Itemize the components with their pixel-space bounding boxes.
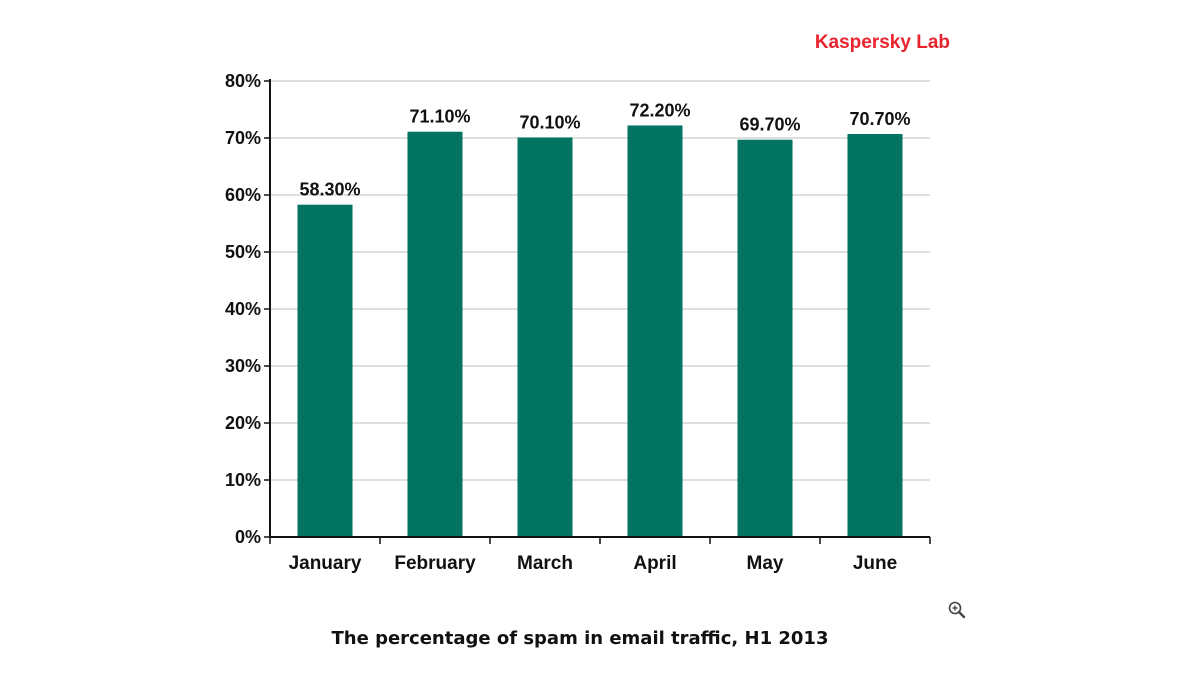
y-tick-label: 40% [225, 299, 261, 319]
y-tick-label: 20% [225, 413, 261, 433]
bar-june [847, 134, 903, 537]
y-tick-label: 50% [225, 242, 261, 262]
y-tick-label: 70% [225, 128, 261, 148]
data-label: 70.10% [519, 112, 580, 132]
bar-january [297, 204, 353, 537]
chart-caption: The percentage of spam in email traffic,… [331, 628, 829, 649]
labels: 0% 10% 20% 30% 40% 50% 60% 70% 80% 58.30% January 7… [225, 71, 911, 574]
bar-may [737, 139, 793, 537]
bar-march [517, 137, 573, 537]
x-tick-label: June [853, 553, 897, 574]
y-tick-label: 0% [235, 527, 261, 547]
y-tick-label: 30% [225, 356, 261, 376]
data-label: 72.20% [629, 100, 690, 120]
axes [264, 79, 931, 544]
x-tick-label: April [633, 553, 676, 574]
y-tick-label: 60% [225, 185, 261, 205]
x-tick-label: March [517, 553, 573, 574]
x-tick-label: February [394, 553, 476, 574]
y-tick-label: 10% [225, 470, 261, 490]
x-tick-label: May [747, 553, 784, 574]
gridlines [270, 80, 930, 481]
brand-label: Kaspersky Lab [814, 32, 950, 53]
data-label: 70.70% [849, 109, 910, 129]
data-label: 69.70% [739, 115, 800, 135]
data-label: 58.30% [299, 180, 360, 200]
data-label: 71.10% [409, 107, 470, 127]
bars [297, 125, 903, 538]
magnifier-plus-icon[interactable] [947, 600, 967, 620]
x-tick-label: January [289, 553, 362, 574]
bar-april [627, 125, 683, 538]
y-tick-label: 80% [225, 71, 261, 91]
bar-february [407, 131, 463, 538]
